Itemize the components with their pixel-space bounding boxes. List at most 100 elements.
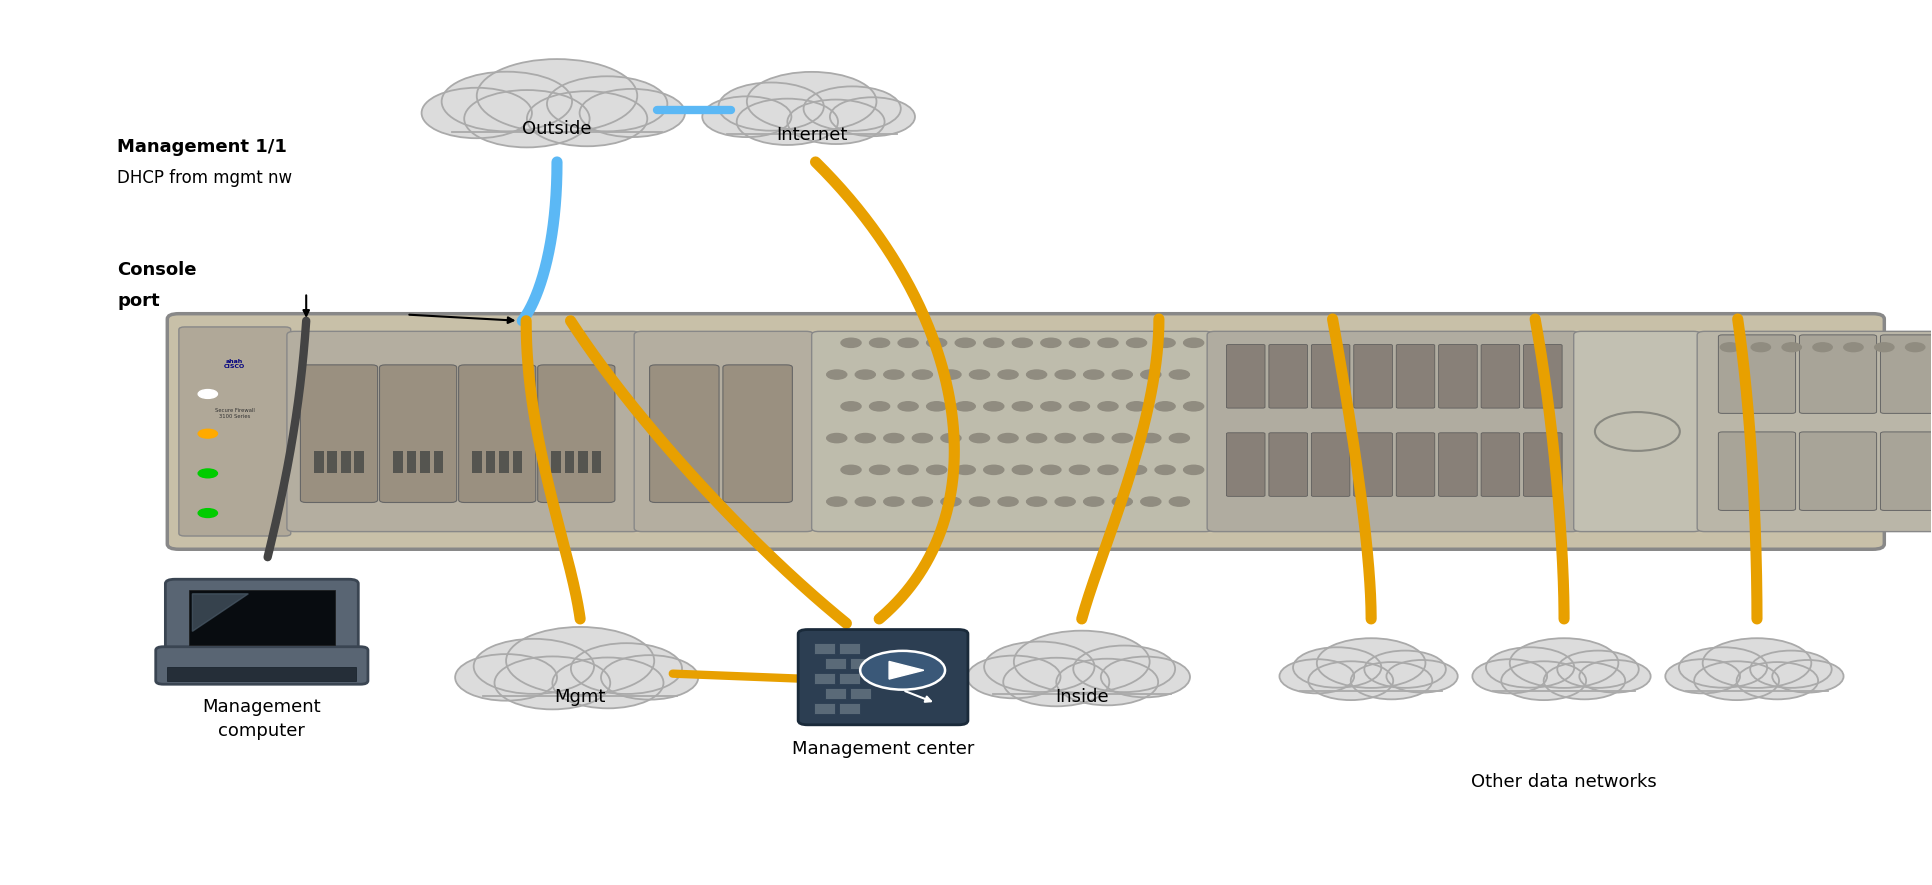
Circle shape bbox=[1905, 342, 1924, 351]
Circle shape bbox=[883, 434, 904, 442]
Text: ahah
CISCO: ahah CISCO bbox=[224, 358, 245, 369]
Circle shape bbox=[983, 642, 1095, 692]
Circle shape bbox=[1074, 645, 1175, 692]
Circle shape bbox=[999, 497, 1018, 506]
Bar bbox=[313, 451, 323, 473]
Circle shape bbox=[1184, 402, 1204, 411]
Circle shape bbox=[1578, 660, 1650, 693]
Circle shape bbox=[983, 402, 1005, 411]
Circle shape bbox=[869, 402, 889, 411]
Bar bbox=[471, 451, 481, 473]
FancyBboxPatch shape bbox=[1880, 335, 1932, 413]
Circle shape bbox=[968, 656, 1061, 698]
Circle shape bbox=[1812, 342, 1832, 351]
Circle shape bbox=[553, 658, 663, 708]
Circle shape bbox=[954, 402, 976, 411]
Bar bbox=[433, 451, 442, 473]
Circle shape bbox=[1097, 402, 1119, 411]
Circle shape bbox=[495, 657, 611, 710]
FancyBboxPatch shape bbox=[1799, 432, 1876, 511]
FancyBboxPatch shape bbox=[166, 580, 357, 657]
FancyBboxPatch shape bbox=[634, 331, 813, 532]
Circle shape bbox=[1026, 434, 1047, 442]
FancyBboxPatch shape bbox=[299, 365, 377, 503]
Circle shape bbox=[1293, 647, 1381, 688]
Circle shape bbox=[840, 402, 862, 411]
Circle shape bbox=[883, 497, 904, 506]
Circle shape bbox=[547, 76, 667, 131]
Circle shape bbox=[856, 370, 875, 379]
Circle shape bbox=[898, 338, 918, 348]
Circle shape bbox=[199, 469, 218, 478]
Circle shape bbox=[1719, 342, 1739, 351]
Circle shape bbox=[477, 59, 638, 133]
Circle shape bbox=[719, 82, 823, 131]
Circle shape bbox=[1126, 338, 1146, 348]
Bar bbox=[168, 666, 355, 681]
Circle shape bbox=[1026, 497, 1047, 506]
Circle shape bbox=[1055, 497, 1076, 506]
FancyBboxPatch shape bbox=[1227, 344, 1265, 408]
Bar bbox=[498, 451, 508, 473]
Text: Secure Firewall
3100 Series: Secure Firewall 3100 Series bbox=[214, 408, 255, 419]
Circle shape bbox=[1097, 466, 1119, 474]
Circle shape bbox=[804, 87, 900, 131]
Circle shape bbox=[912, 497, 933, 506]
Bar bbox=[850, 688, 871, 699]
Bar bbox=[551, 451, 560, 473]
Circle shape bbox=[1084, 497, 1103, 506]
Text: DHCP from mgmt nw: DHCP from mgmt nw bbox=[118, 169, 292, 187]
FancyBboxPatch shape bbox=[723, 365, 792, 503]
Bar bbox=[564, 451, 574, 473]
Circle shape bbox=[869, 338, 889, 348]
Circle shape bbox=[1140, 497, 1161, 506]
Circle shape bbox=[970, 497, 989, 506]
Circle shape bbox=[199, 389, 218, 398]
FancyBboxPatch shape bbox=[180, 327, 292, 536]
Circle shape bbox=[999, 370, 1018, 379]
Circle shape bbox=[1041, 402, 1061, 411]
FancyBboxPatch shape bbox=[1312, 433, 1350, 496]
Text: Internet: Internet bbox=[777, 127, 848, 144]
Circle shape bbox=[840, 338, 862, 348]
Circle shape bbox=[1557, 650, 1638, 688]
Circle shape bbox=[941, 434, 960, 442]
Circle shape bbox=[1026, 370, 1047, 379]
FancyBboxPatch shape bbox=[649, 365, 719, 503]
Circle shape bbox=[1155, 338, 1175, 348]
FancyBboxPatch shape bbox=[1354, 433, 1393, 496]
Text: Outside: Outside bbox=[522, 120, 591, 138]
Circle shape bbox=[898, 402, 918, 411]
FancyBboxPatch shape bbox=[1439, 344, 1478, 408]
Circle shape bbox=[1509, 638, 1619, 688]
Circle shape bbox=[1140, 370, 1161, 379]
Circle shape bbox=[954, 466, 976, 474]
Circle shape bbox=[1101, 657, 1190, 697]
Bar bbox=[483, 676, 678, 696]
Circle shape bbox=[856, 497, 875, 506]
Circle shape bbox=[1843, 342, 1862, 351]
Circle shape bbox=[506, 627, 655, 695]
Circle shape bbox=[1041, 338, 1061, 348]
Circle shape bbox=[1318, 638, 1426, 688]
Text: Console: Console bbox=[118, 261, 197, 280]
Circle shape bbox=[456, 654, 556, 701]
Circle shape bbox=[898, 466, 918, 474]
FancyBboxPatch shape bbox=[811, 331, 1213, 532]
Circle shape bbox=[1126, 466, 1146, 474]
Circle shape bbox=[1014, 631, 1150, 693]
Circle shape bbox=[1350, 662, 1432, 699]
Bar bbox=[1300, 675, 1443, 691]
Text: Mgmt: Mgmt bbox=[554, 688, 607, 705]
Circle shape bbox=[1750, 650, 1832, 688]
FancyBboxPatch shape bbox=[1575, 331, 1700, 532]
FancyBboxPatch shape bbox=[1718, 335, 1795, 413]
Circle shape bbox=[199, 429, 218, 438]
Circle shape bbox=[1113, 370, 1132, 379]
Circle shape bbox=[421, 88, 531, 138]
Circle shape bbox=[1012, 338, 1032, 348]
Circle shape bbox=[1772, 660, 1843, 693]
Circle shape bbox=[1155, 466, 1175, 474]
Circle shape bbox=[1184, 338, 1204, 348]
FancyBboxPatch shape bbox=[1482, 344, 1520, 408]
